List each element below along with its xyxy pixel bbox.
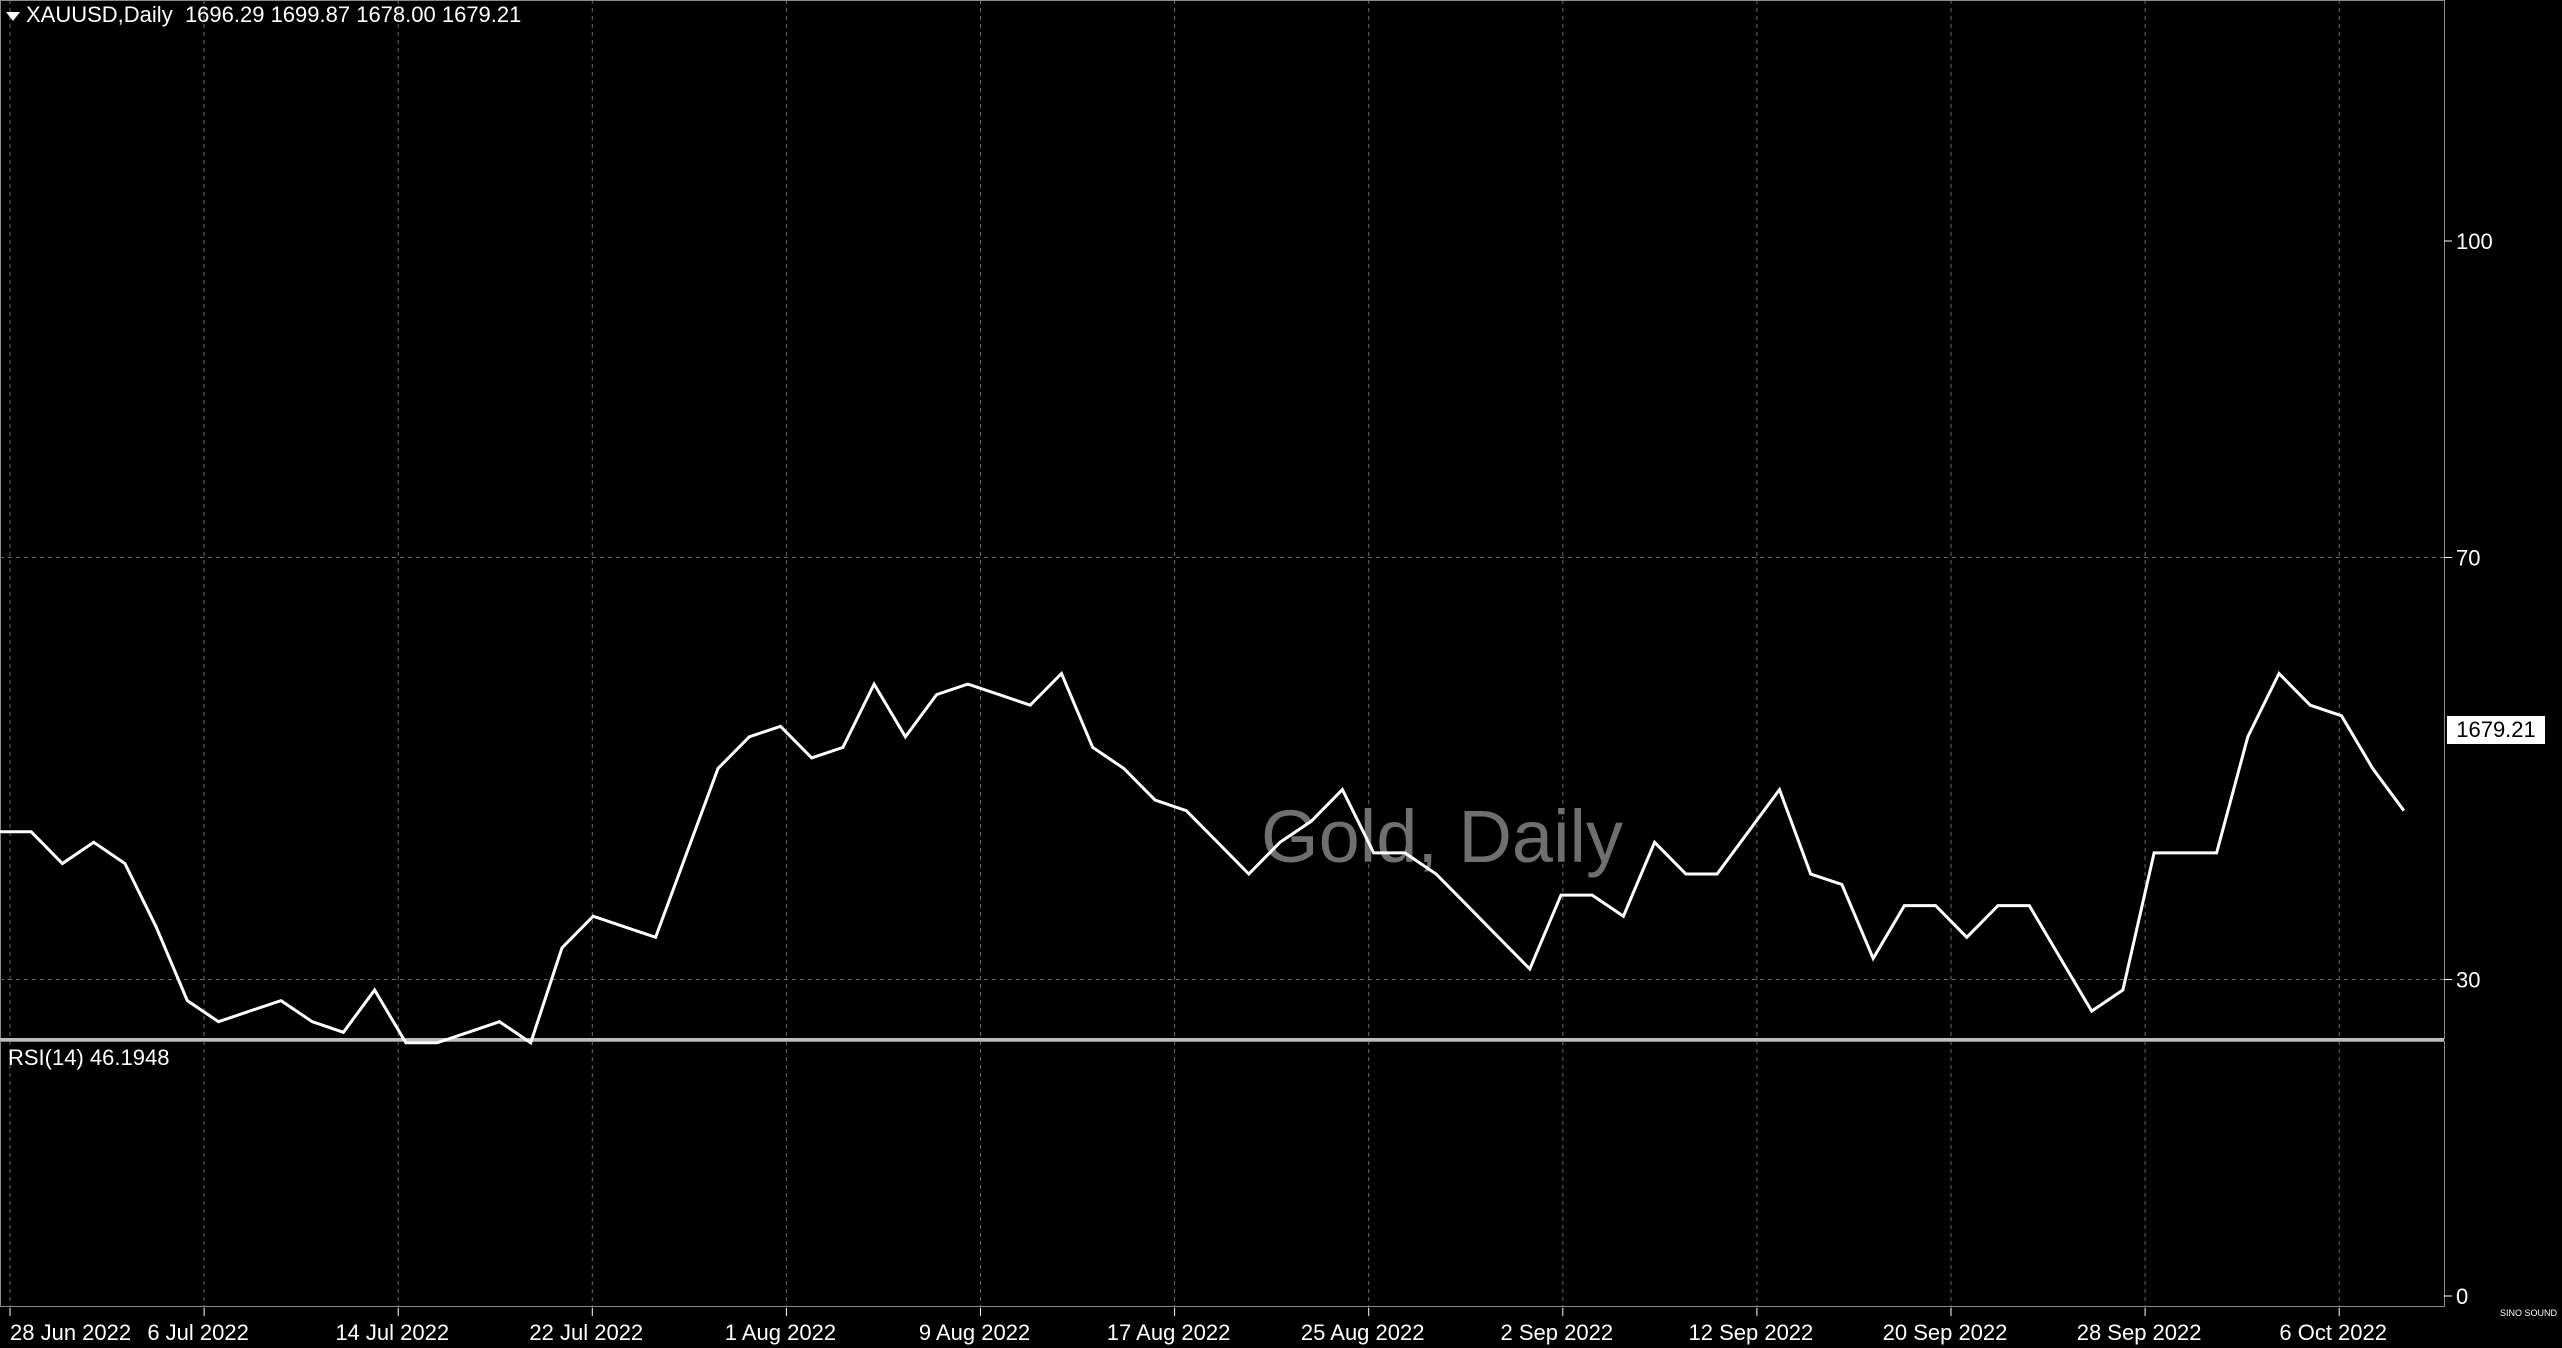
x-tick-label: 22 Jul 2022: [529, 1320, 643, 1345]
x-tick-label: 2 Sep 2022: [1501, 1320, 1614, 1345]
symbol-label: XAUUSD,Daily: [26, 2, 173, 27]
x-tick-label: 17 Aug 2022: [1107, 1320, 1231, 1345]
rsi-label: RSI(14) 46.1948: [8, 1045, 170, 1070]
chart-watermark: Gold, Daily: [1261, 795, 1623, 878]
rsi-y-tick-label: 0: [2456, 1284, 2468, 1309]
logo: SINO SOUND: [2500, 1308, 2558, 1318]
rsi-panel: 0 30 70 100: [0, 229, 2493, 1309]
x-tick-label: 1 Aug 2022: [725, 1320, 836, 1345]
rsi-line: [0, 670, 2406, 1046]
main-panel-border: [0, 0, 2445, 1039]
rsi-y-tick-label: 30: [2456, 968, 2480, 993]
chevron-down-icon[interactable]: [6, 11, 20, 21]
x-tick-label: 6 Jul 2022: [147, 1320, 249, 1345]
x-tick-label: 9 Aug 2022: [919, 1320, 1030, 1345]
x-tick-label: 28 Jun 2022: [10, 1320, 131, 1345]
rsi-panel-border: [0, 1041, 2445, 1307]
x-tick-label: 6 Oct 2022: [2279, 1320, 2387, 1345]
x-tick-label: 20 Sep 2022: [1883, 1320, 2008, 1345]
rsi-y-tick-label: 100: [2456, 229, 2493, 254]
grid-lines: [9, 0, 2340, 1308]
current-price-label: 1679.21: [2447, 716, 2545, 744]
x-tick-label: 12 Sep 2022: [1689, 1320, 1814, 1345]
symbol-header: XAUUSD,Daily 1696.29 1699.87 1678.00 167…: [6, 2, 521, 28]
x-tick-label: 25 Aug 2022: [1301, 1320, 1425, 1345]
ohlc-values: 1696.29 1699.87 1678.00 1679.21: [184, 2, 522, 27]
x-tick-label: 28 Sep 2022: [2077, 1320, 2202, 1345]
x-tick-label: 14 Jul 2022: [335, 1320, 449, 1345]
rsi-y-tick-label: 70: [2456, 546, 2480, 571]
